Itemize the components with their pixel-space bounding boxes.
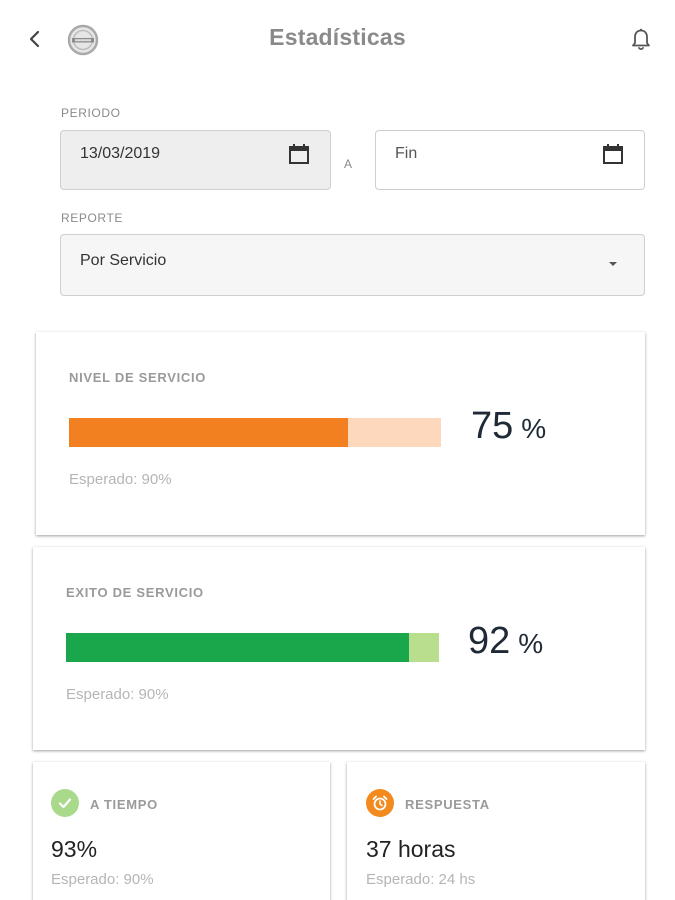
service-level-card: NIVEL DE SERVICIO 75% Esperado: 90% xyxy=(36,332,645,535)
service-success-percentage: 92% xyxy=(468,620,543,663)
service-level-label: NIVEL DE SERVICIO xyxy=(69,370,207,385)
end-date-placeholder: Fin xyxy=(395,145,418,162)
service-level-progress-fill xyxy=(69,418,348,447)
on-time-label: A TIEMPO xyxy=(90,797,158,812)
calendar-icon[interactable] xyxy=(602,143,624,165)
end-date-field[interactable]: Fin xyxy=(375,130,645,190)
on-time-card: A TIEMPO 93% Esperado: 90% xyxy=(33,762,330,900)
period-label: PERIODO xyxy=(61,106,121,120)
service-level-expected: Esperado: 90% xyxy=(69,471,172,488)
service-success-progress-track xyxy=(66,633,439,662)
response-expected: Esperado: 24 hs xyxy=(366,871,476,888)
start-date-value: 13/03/2019 xyxy=(80,145,161,162)
service-level-percentage: 75% xyxy=(471,405,546,448)
date-range-separator: A xyxy=(344,157,353,171)
service-success-label: EXITO DE SERVICIO xyxy=(66,585,204,600)
service-level-progress-track xyxy=(69,418,441,447)
app-header: Estadísticas xyxy=(0,0,675,80)
notifications-button[interactable] xyxy=(628,26,654,54)
service-level-unit: % xyxy=(521,413,547,444)
dropdown-arrow-icon xyxy=(609,262,617,266)
volvo-logo-icon xyxy=(67,24,99,56)
chevron-left-icon xyxy=(29,30,40,48)
service-success-progress-fill xyxy=(66,633,410,662)
response-value: 37 horas xyxy=(366,836,456,862)
response-card: RESPUESTA 37 horas Esperado: 24 hs xyxy=(347,762,645,900)
bell-icon xyxy=(632,28,650,51)
service-success-expected: Esperado: 90% xyxy=(66,686,169,703)
check-circle-icon xyxy=(51,789,79,817)
back-button[interactable] xyxy=(22,26,48,52)
page-title: Estadísticas xyxy=(269,24,406,50)
calendar-icon[interactable] xyxy=(288,143,310,165)
report-select[interactable]: Por Servicio xyxy=(60,234,645,296)
service-level-value: 75 xyxy=(471,405,514,447)
alarm-clock-icon xyxy=(366,789,394,817)
response-label: RESPUESTA xyxy=(405,797,490,812)
start-date-field[interactable]: 13/03/2019 xyxy=(60,130,331,190)
report-label: REPORTE xyxy=(61,211,123,225)
report-selected-value: Por Servicio xyxy=(80,252,167,269)
service-success-value: 92 xyxy=(468,620,511,662)
on-time-expected: Esperado: 90% xyxy=(51,871,154,888)
service-success-card: EXITO DE SERVICIO 92% Esperado: 90% xyxy=(33,547,645,750)
service-success-unit: % xyxy=(518,628,544,659)
on-time-value: 93% xyxy=(51,836,98,862)
